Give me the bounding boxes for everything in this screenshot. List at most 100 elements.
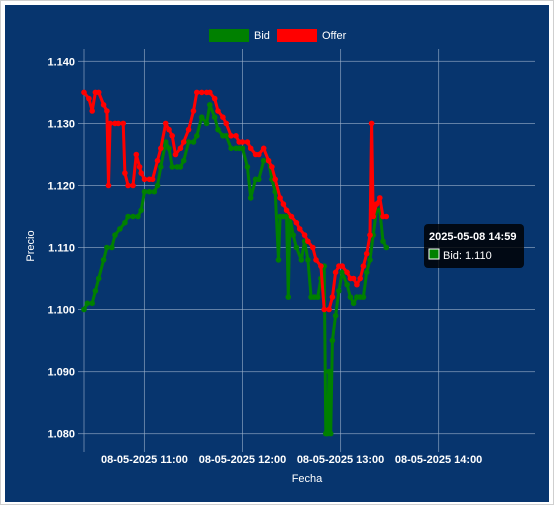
data-point-bid[interactable]: [166, 145, 172, 152]
data-point-offer[interactable]: [130, 182, 136, 189]
data-point-offer[interactable]: [318, 263, 324, 269]
data-point-offer[interactable]: [377, 195, 383, 201]
data-point-bid[interactable]: [117, 226, 123, 232]
data-point-offer[interactable]: [162, 120, 169, 127]
data-point-bid[interactable]: [135, 213, 141, 220]
data-point-offer[interactable]: [305, 238, 311, 245]
data-point-bid[interactable]: [363, 269, 370, 276]
data-point-bid[interactable]: [190, 139, 197, 145]
data-point-bid[interactable]: [92, 288, 99, 294]
data-point-offer[interactable]: [310, 244, 316, 251]
data-point-offer[interactable]: [247, 145, 254, 152]
data-point-offer[interactable]: [288, 213, 295, 220]
data-point-bid[interactable]: [293, 244, 300, 251]
data-point-offer[interactable]: [89, 108, 95, 114]
data-point-bid[interactable]: [260, 157, 267, 164]
data-point-bid[interactable]: [339, 269, 346, 276]
data-point-bid[interactable]: [244, 164, 251, 170]
data-point-offer[interactable]: [190, 108, 197, 114]
data-point-bid[interactable]: [347, 294, 354, 300]
data-point-offer[interactable]: [115, 120, 122, 127]
data-point-bid[interactable]: [223, 133, 229, 139]
data-point-offer[interactable]: [255, 151, 262, 158]
data-point-offer[interactable]: [220, 114, 226, 120]
data-point-offer[interactable]: [329, 294, 336, 300]
data-point-offer[interactable]: [269, 164, 275, 170]
legend-item-offer[interactable]: Offer: [277, 29, 347, 42]
data-point-offer[interactable]: [141, 176, 148, 183]
data-point-offer[interactable]: [133, 151, 140, 158]
data-point-offer[interactable]: [104, 108, 110, 114]
data-point-bid[interactable]: [122, 219, 128, 226]
data-point-offer[interactable]: [367, 232, 373, 238]
data-point-offer[interactable]: [149, 176, 156, 183]
data-point-bid[interactable]: [125, 213, 131, 220]
data-point-offer[interactable]: [198, 89, 205, 96]
data-point-bid[interactable]: [169, 164, 175, 170]
data-point-bid[interactable]: [380, 238, 386, 245]
data-point-bid[interactable]: [130, 213, 136, 220]
data-point-bid[interactable]: [81, 306, 87, 313]
data-point-bid[interactable]: [109, 244, 115, 251]
data-point-bid[interactable]: [95, 275, 102, 282]
data-point-offer[interactable]: [277, 195, 283, 201]
data-point-bid[interactable]: [336, 288, 342, 294]
data-point-bid[interactable]: [146, 188, 153, 195]
data-point-offer[interactable]: [373, 201, 380, 207]
data-point-bid[interactable]: [344, 281, 350, 288]
data-point-offer[interactable]: [158, 145, 164, 152]
data-point-bid[interactable]: [162, 139, 169, 145]
legend-item-bid[interactable]: Bid: [209, 29, 270, 42]
data-point-offer[interactable]: [154, 157, 161, 164]
data-point-offer[interactable]: [368, 120, 375, 127]
data-point-bid[interactable]: [112, 232, 118, 238]
data-point-bid[interactable]: [247, 195, 254, 201]
data-point-bid[interactable]: [89, 300, 95, 307]
data-point-bid[interactable]: [215, 126, 221, 133]
data-point-offer[interactable]: [301, 232, 308, 238]
data-point-bid[interactable]: [198, 114, 205, 120]
data-point-offer[interactable]: [326, 306, 332, 313]
data-point-bid[interactable]: [158, 164, 164, 170]
data-point-offer[interactable]: [293, 219, 300, 226]
data-point-offer[interactable]: [363, 250, 370, 257]
data-point-bid[interactable]: [332, 312, 339, 319]
data-point-offer[interactable]: [332, 269, 339, 276]
data-point-offer[interactable]: [239, 139, 246, 145]
data-point-bid[interactable]: [275, 257, 282, 263]
data-point-offer[interactable]: [107, 120, 113, 127]
data-point-offer[interactable]: [166, 126, 172, 133]
data-point-bid[interactable]: [350, 300, 357, 307]
data-point-bid[interactable]: [228, 145, 234, 152]
data-point-offer[interactable]: [180, 139, 187, 145]
data-point-bid[interactable]: [211, 114, 218, 120]
data-point-offer[interactable]: [81, 89, 87, 96]
data-point-offer[interactable]: [211, 95, 218, 102]
data-point-offer[interactable]: [260, 145, 267, 152]
data-point-offer[interactable]: [177, 145, 184, 152]
data-point-bid[interactable]: [367, 257, 373, 263]
data-point-offer[interactable]: [272, 176, 279, 183]
data-point-offer[interactable]: [244, 139, 251, 145]
data-point-offer[interactable]: [233, 133, 239, 139]
data-point-offer[interactable]: [95, 89, 102, 96]
data-point-offer[interactable]: [138, 170, 144, 176]
data-point-offer[interactable]: [350, 275, 357, 282]
data-point-bid[interactable]: [151, 188, 158, 195]
data-point-offer[interactable]: [283, 207, 290, 214]
data-point-offer[interactable]: [207, 89, 213, 96]
data-point-offer[interactable]: [185, 126, 192, 133]
data-point-bid[interactable]: [255, 176, 262, 183]
data-point-offer[interactable]: [370, 213, 377, 220]
data-point-offer[interactable]: [354, 281, 360, 288]
data-point-offer[interactable]: [339, 263, 346, 269]
data-point-offer[interactable]: [86, 95, 92, 102]
data-point-bid[interactable]: [154, 182, 161, 189]
data-point-offer[interactable]: [223, 120, 229, 127]
data-point-bid[interactable]: [360, 294, 367, 300]
data-point-offer[interactable]: [194, 89, 200, 96]
data-point-bid[interactable]: [180, 157, 187, 164]
data-point-bid[interactable]: [207, 102, 213, 108]
data-point-offer[interactable]: [313, 257, 319, 263]
